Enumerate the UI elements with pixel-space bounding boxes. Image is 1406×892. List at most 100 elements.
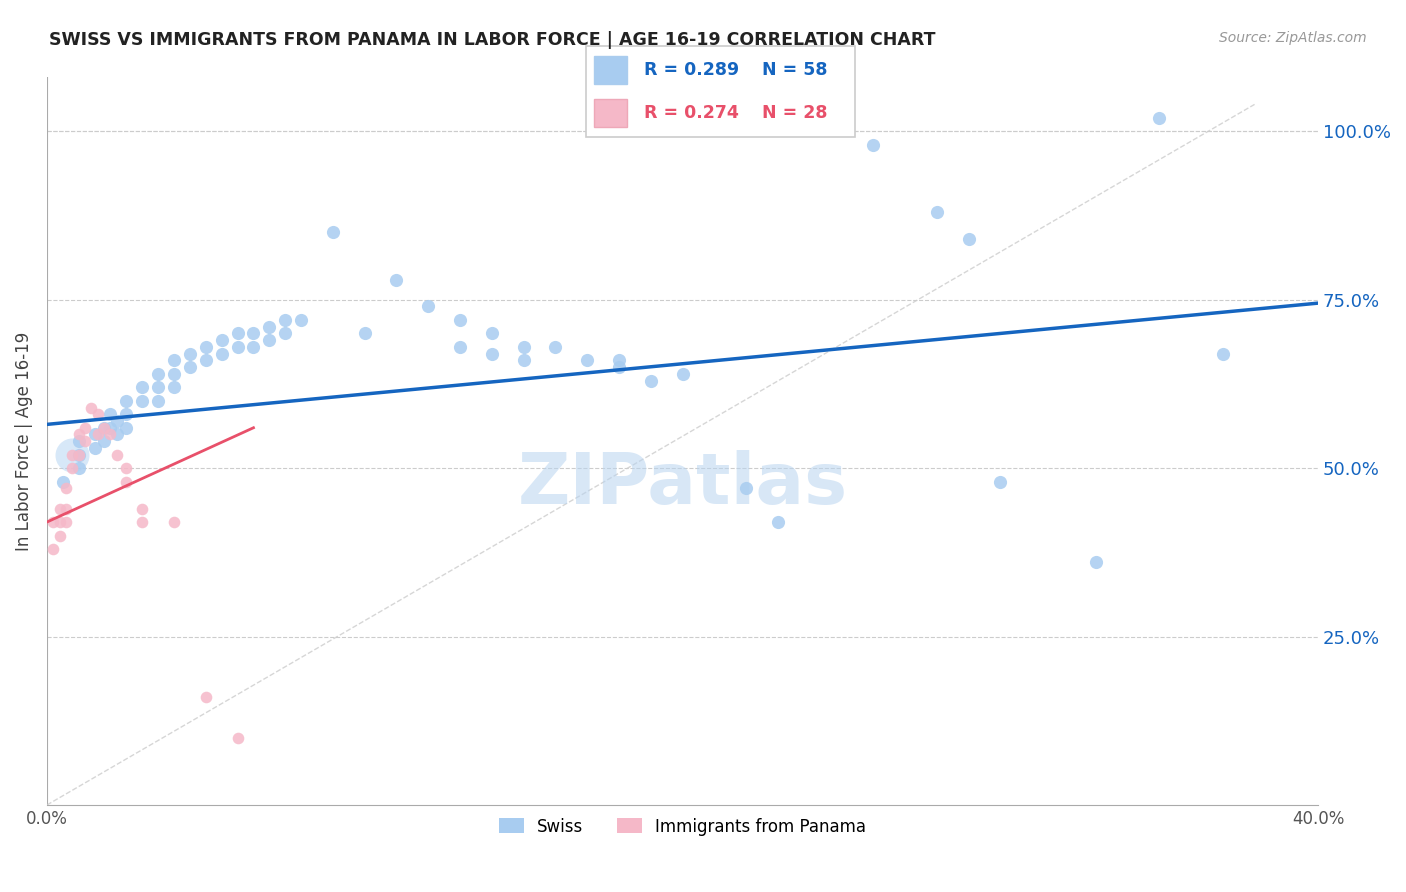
Point <box>42 515 65 529</box>
Point <box>146 380 169 394</box>
Point <box>52 475 75 489</box>
Text: ZIPatlas: ZIPatlas <box>517 450 848 519</box>
Point <box>73 421 96 435</box>
Point <box>385 272 408 286</box>
Point <box>115 393 138 408</box>
Point <box>179 346 201 360</box>
Point <box>449 313 471 327</box>
Point <box>48 528 70 542</box>
Point <box>226 731 249 745</box>
Point <box>100 407 122 421</box>
Point <box>211 346 233 360</box>
Point <box>100 427 122 442</box>
Point <box>60 448 83 462</box>
Y-axis label: In Labor Force | Age 16-19: In Labor Force | Age 16-19 <box>15 332 32 551</box>
Point <box>115 475 138 489</box>
Point <box>449 340 471 354</box>
Point <box>67 448 90 462</box>
Point <box>131 501 153 516</box>
Point <box>163 367 186 381</box>
Point <box>131 515 153 529</box>
Point <box>607 360 630 375</box>
Point <box>60 448 83 462</box>
Point <box>242 340 264 354</box>
Point <box>766 515 789 529</box>
Point <box>290 313 312 327</box>
Point <box>194 690 217 705</box>
Point <box>671 367 693 381</box>
Point <box>67 434 90 449</box>
Text: SWISS VS IMMIGRANTS FROM PANAMA IN LABOR FORCE | AGE 16-19 CORRELATION CHART: SWISS VS IMMIGRANTS FROM PANAMA IN LABOR… <box>49 31 936 49</box>
Point <box>957 232 980 246</box>
Point <box>80 401 103 415</box>
Point <box>1212 346 1234 360</box>
Point <box>93 434 115 449</box>
Point <box>259 319 281 334</box>
Point <box>55 482 77 496</box>
Point <box>226 326 249 341</box>
Point <box>830 111 852 125</box>
Point <box>55 501 77 516</box>
Point <box>105 448 128 462</box>
Text: R = 0.289: R = 0.289 <box>644 61 740 78</box>
Point <box>93 421 115 435</box>
Point <box>640 374 662 388</box>
Point <box>67 461 90 475</box>
Point <box>512 353 534 368</box>
FancyBboxPatch shape <box>595 99 627 127</box>
Point <box>115 461 138 475</box>
Point <box>418 300 440 314</box>
Legend: Swiss, Immigrants from Panama: Swiss, Immigrants from Panama <box>491 809 875 844</box>
Point <box>194 340 217 354</box>
Text: R = 0.274: R = 0.274 <box>644 104 738 122</box>
Point <box>73 434 96 449</box>
Point <box>115 407 138 421</box>
Point <box>226 340 249 354</box>
Point <box>163 380 186 394</box>
Text: N = 28: N = 28 <box>762 104 827 122</box>
Point <box>862 137 884 152</box>
Point <box>163 515 186 529</box>
Point <box>179 360 201 375</box>
Point <box>105 427 128 442</box>
Point <box>131 393 153 408</box>
Point <box>131 380 153 394</box>
Point <box>544 340 567 354</box>
Point <box>735 482 758 496</box>
Point <box>115 421 138 435</box>
Point <box>481 346 503 360</box>
Point <box>512 340 534 354</box>
Point <box>146 367 169 381</box>
Point <box>100 421 122 435</box>
Point <box>146 393 169 408</box>
Point <box>83 441 105 455</box>
Point <box>83 427 105 442</box>
Point <box>87 407 110 421</box>
Point <box>322 226 344 240</box>
Point <box>988 475 1011 489</box>
FancyBboxPatch shape <box>586 45 855 137</box>
Point <box>48 501 70 516</box>
Point <box>194 353 217 368</box>
Point <box>925 205 948 219</box>
FancyBboxPatch shape <box>595 56 627 84</box>
Point <box>48 515 70 529</box>
Point <box>481 326 503 341</box>
Point <box>67 427 90 442</box>
Point <box>353 326 375 341</box>
Point <box>105 414 128 428</box>
Point <box>67 448 90 462</box>
Text: N = 58: N = 58 <box>762 61 827 78</box>
Point <box>607 353 630 368</box>
Point <box>211 333 233 347</box>
Point <box>55 515 77 529</box>
Point <box>259 333 281 347</box>
Point <box>42 541 65 556</box>
Point <box>576 353 599 368</box>
Point <box>60 461 83 475</box>
Point <box>87 427 110 442</box>
Point <box>242 326 264 341</box>
Point <box>1084 556 1107 570</box>
Point <box>163 353 186 368</box>
Point <box>274 326 297 341</box>
